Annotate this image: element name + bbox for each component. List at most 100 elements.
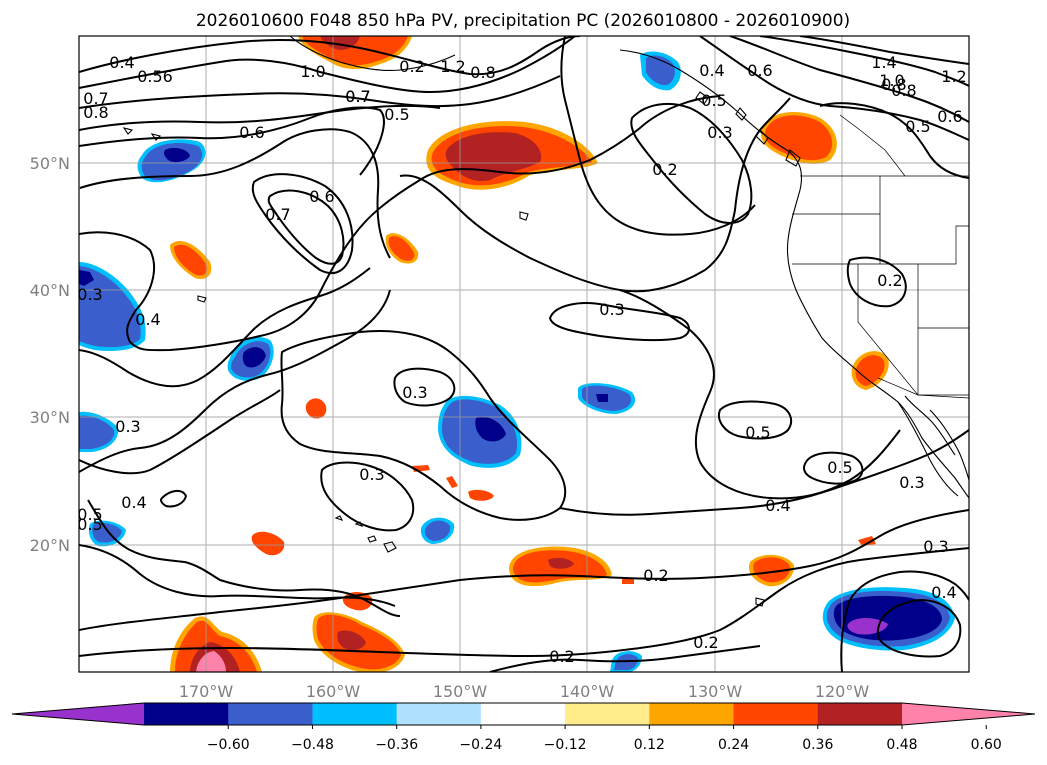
islet — [122, 127, 765, 607]
pv-contour-label: 1.0 — [879, 71, 904, 90]
pv-contour-label: 0.4 — [135, 310, 160, 329]
colorbar-tick-label: 0.36 — [802, 737, 833, 753]
pv-contour-label: 0.5 — [701, 91, 726, 110]
pv-contour-label: 0.3 — [77, 285, 102, 304]
pv-contour — [79, 289, 391, 473]
colorbar-tick-label: −0.24 — [459, 737, 502, 753]
pv-contour — [548, 302, 690, 342]
precip-region — [764, 115, 833, 161]
precip-region — [79, 415, 115, 449]
pv-contour — [79, 547, 969, 658]
precip-region — [855, 355, 885, 386]
coastlines — [122, 36, 969, 607]
figure-title: 2026010600 F048 850 hPa PV, precipitatio… — [196, 11, 850, 31]
pv-contour-label: 0.3 — [115, 417, 140, 436]
colorbar-segment — [396, 703, 482, 725]
pv-contour-label: 0.8 — [83, 103, 108, 122]
lat-lon-grid — [79, 36, 969, 672]
pv-contour-label: 0.2 — [549, 647, 574, 666]
colorbar-segment — [480, 703, 566, 725]
lat-label: 20°N — [30, 536, 70, 555]
precip-region — [251, 531, 285, 556]
pv-contour — [79, 75, 561, 109]
colorbar-segment — [649, 703, 735, 725]
pv-contour-label: 0.4 — [765, 496, 790, 515]
colorbar-tick-label: 0.60 — [971, 737, 1002, 753]
pv-contour — [79, 104, 441, 131]
pv-contour — [718, 400, 793, 440]
pv-contour-label: 0.6 — [747, 61, 772, 80]
north-america-coast — [619, 49, 969, 499]
colorbar-tick-label: 0.12 — [634, 737, 665, 753]
pv-contour — [79, 389, 281, 475]
pv-contour-label: 0.8 — [470, 63, 495, 82]
lon-label: 160°W — [306, 682, 361, 701]
pv-contour-label: 0.5 — [77, 515, 102, 534]
pv-contour — [79, 544, 396, 607]
pv-contour-label: 1.0 — [300, 62, 325, 81]
pv-contour — [803, 451, 864, 485]
pv-contour-label: 0.7 — [83, 89, 108, 108]
pv-contour — [79, 509, 969, 631]
latitude-labels: 50°N 40°N 30°N 20°N — [30, 154, 70, 555]
pv-contour — [393, 367, 456, 407]
pv-contour-label: 1.2 — [941, 67, 966, 86]
pv-contour — [79, 267, 371, 388]
precip-region — [424, 520, 451, 541]
pv-contour — [267, 189, 345, 265]
pv-contour-label: 1.2 — [440, 57, 465, 76]
pv-contour-label: 0.5 — [827, 458, 852, 477]
lon-label: 130°W — [688, 682, 743, 701]
precip-region — [753, 557, 791, 583]
pv-contour — [619, 289, 901, 500]
pv-contour-label: 1.4 — [871, 53, 896, 72]
colorbar-tick-label: 0.48 — [886, 737, 917, 753]
precip-shading — [79, 36, 955, 672]
lat-label: 40°N — [30, 281, 70, 300]
precip-region — [596, 394, 608, 402]
pv-contour-label: 0.3 — [923, 537, 948, 556]
colorbar-extend-right — [902, 703, 1035, 725]
pv-contour — [699, 36, 969, 141]
precip-region — [446, 476, 458, 488]
lon-label: 120°W — [815, 682, 870, 701]
precip-region — [388, 236, 415, 261]
pv-contour — [87, 499, 401, 617]
pv-contour-label: 0.3 — [599, 300, 624, 319]
colorbar-tick-label: 0.24 — [718, 737, 749, 753]
pv-contour-label: 0.8 — [891, 81, 916, 100]
pv-contour — [799, 36, 969, 65]
pv-contour-label: 0.6 — [239, 123, 264, 142]
pv-contour-label: 0.56 — [137, 67, 173, 86]
pv-contour — [489, 645, 761, 672]
precip-region — [475, 416, 506, 442]
pv-contour-label: 0.4 — [931, 583, 956, 602]
pv-contour-label: 0.7 — [345, 87, 370, 106]
colorbar-segment — [228, 703, 313, 725]
pv-contour — [79, 106, 385, 176]
lon-label: 140°W — [560, 682, 615, 701]
pv-contour-label: 0.7 — [265, 205, 290, 224]
pv-contour-label: 0.2 — [399, 57, 424, 76]
colorbar-segment — [565, 703, 650, 725]
province-border — [839, 114, 906, 177]
pv-contour — [320, 461, 415, 532]
colorbar-segment — [817, 703, 903, 725]
pv-contour — [560, 36, 756, 236]
pv-contour-label: 0.6 — [309, 187, 334, 206]
pv-contour — [846, 256, 907, 308]
precip-region — [337, 630, 366, 650]
colorbar-extend-left — [12, 703, 144, 725]
precip-region — [164, 148, 190, 163]
precip-region — [79, 270, 94, 286]
colorbar-segment — [733, 703, 819, 725]
pv-contour — [280, 330, 567, 521]
pv-contour-label: 0.2 — [643, 566, 668, 585]
pv-contour-label: 0.5 — [384, 105, 409, 124]
colorbar-segment — [312, 703, 398, 725]
pv-contour-label: 0.4 — [121, 493, 146, 512]
pv-contour — [559, 429, 969, 516]
pv-contour-labels: 0.4 0.56 1.0 1.2 0.8 0.7 0.8 0.5 0.6 0.7… — [77, 53, 967, 666]
pv-contours — [79, 36, 969, 672]
